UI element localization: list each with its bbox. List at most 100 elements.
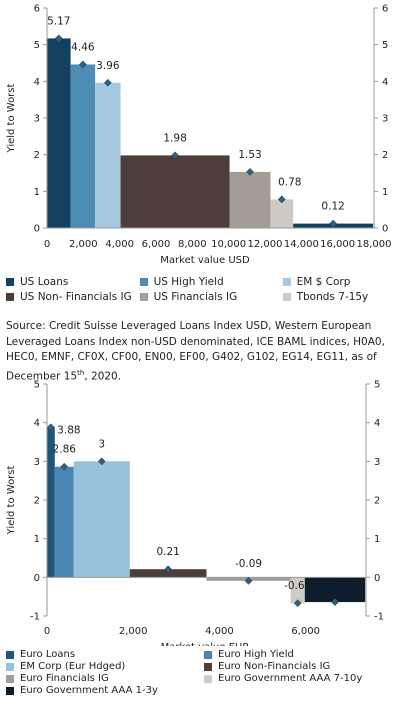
- y-tick-label-right: 5: [382, 40, 388, 51]
- legend-item: US Loans: [6, 276, 134, 288]
- legend-label: US Financials IG: [153, 291, 238, 303]
- legend-item: EM Corp (Eur Hdged): [6, 661, 198, 672]
- bar-4: [129, 569, 207, 578]
- source-note-tail: , 2020.: [84, 370, 122, 382]
- legend-item: US High Yield: [139, 276, 277, 288]
- y-tick-label-right: 0: [374, 573, 380, 584]
- x-axis-title: Market value EUR: [161, 642, 250, 646]
- legend-label: Euro Financials IG: [20, 673, 109, 684]
- x-tick-label: 4,000: [205, 626, 234, 637]
- source-note-text: Source: Credit Suisse Leveraged Loans In…: [6, 320, 385, 382]
- x-tick-label: 12,000: [248, 239, 283, 250]
- x-tick-label: 4,000: [105, 239, 134, 250]
- data-label-1: 5.17: [47, 15, 70, 27]
- bar-2: [54, 466, 74, 578]
- legend-swatch: [139, 278, 148, 286]
- data-label-2: 4.46: [71, 41, 95, 53]
- y-tick-label-left: 0: [34, 573, 40, 584]
- y-tick-label-left: 3: [34, 457, 40, 468]
- y-tick-label-right: 3: [374, 457, 380, 468]
- legend-swatch: [6, 293, 14, 301]
- bar-6: [290, 577, 305, 604]
- y-tick-label-left: 1: [34, 187, 40, 198]
- legend-swatch: [6, 278, 14, 286]
- legend-item: Euro Government AAA 1-3y: [6, 685, 198, 696]
- marker-2: [60, 462, 69, 471]
- legend-item: Euro High Yield: [204, 649, 396, 660]
- y-tick-label-left: 0: [34, 224, 40, 235]
- legend-item: Euro Loans: [6, 649, 198, 660]
- legend-swatch: [139, 293, 148, 301]
- y-tick-label-right: -1: [374, 612, 384, 623]
- y-tick-label-left: 4: [34, 418, 40, 429]
- y-tick-label-right: 5: [374, 380, 380, 391]
- legend-label: Euro High Yield: [218, 649, 294, 660]
- bar-3: [73, 461, 130, 578]
- legend-item: EM $ Corp: [282, 276, 396, 288]
- marker-6: [293, 599, 302, 608]
- marker-6: [277, 195, 286, 204]
- data-label-3: 3.96: [96, 60, 120, 72]
- legend-swatch: [282, 293, 291, 301]
- marker-7: [331, 598, 339, 607]
- x-axis-title: Market value USD: [160, 255, 250, 266]
- bar-4: [120, 155, 230, 228]
- legend-label: US High Yield: [153, 276, 224, 288]
- usd-yield-chart: 0 01 12 23 34 45 56 60 2,000 4,000 6,000 8,000 10,00…: [6, 4, 392, 267]
- y-tick-label-right: 2: [374, 496, 380, 507]
- marker-5: [246, 167, 254, 176]
- y-tick-label-left: 3: [34, 114, 40, 125]
- y-axis-title: Yield to Worst: [6, 83, 17, 153]
- data-label-5: -0.09: [235, 558, 262, 570]
- y-tick-label-left: 1: [34, 534, 40, 545]
- legend-item: Tbonds 7-15y: [282, 291, 396, 303]
- y-tick-label-right: 4: [374, 418, 380, 429]
- marker-4: [171, 151, 180, 160]
- data-label-6: -0.67: [284, 580, 311, 592]
- x-tick-label: 14,000: [284, 239, 319, 250]
- marker-2: [78, 60, 87, 69]
- source-note-sup: th: [77, 368, 85, 377]
- marker-1: [46, 423, 55, 432]
- data-label-6: 0.78: [278, 176, 301, 188]
- bar-2: [70, 64, 96, 228]
- bar-7: [304, 577, 366, 603]
- legend-item: US Non- Financials IG: [6, 291, 134, 303]
- marker-7: [329, 219, 338, 228]
- legend-label: Euro Government AAA 7-10y: [218, 673, 363, 684]
- marker-5: [244, 576, 253, 585]
- data-label-7: 0.12: [321, 201, 344, 213]
- y-tick-label-right: 2: [382, 150, 388, 161]
- legend-swatch: [6, 686, 14, 695]
- legend-label: Tbonds 7-15y: [296, 291, 369, 303]
- y-tick-label-right: 6: [382, 4, 388, 15]
- legend-item: US Financials IG: [139, 291, 277, 303]
- legend-swatch: [204, 674, 212, 683]
- usd-chart-legend: US Loans US High Yield EM $ Corp US Non- Fi…: [6, 276, 396, 303]
- legend-item: Euro Non-Financials IG: [204, 661, 396, 672]
- legend-label: US Loans: [20, 276, 69, 288]
- legend-label: Euro Government AAA 1-3y: [20, 685, 158, 696]
- x-tick-label: 6,000: [142, 239, 171, 250]
- marker-3: [103, 78, 112, 87]
- bar-1: [47, 38, 71, 228]
- legend-label: Euro Loans: [20, 649, 76, 660]
- y-tick-label-left: -1: [30, 612, 40, 623]
- y-tick-label-left: 4: [34, 77, 40, 88]
- bar-3: [95, 82, 121, 228]
- x-tick-label: 18,000: [357, 239, 392, 250]
- x-tick-label: 0: [44, 626, 50, 637]
- x-tick-label: 2,000: [69, 239, 98, 250]
- data-label-4: 0.21: [156, 546, 179, 558]
- legend-label: Euro Non-Financials IG: [218, 661, 331, 672]
- marker-3: [97, 457, 106, 466]
- x-tick-label: 0: [44, 239, 50, 250]
- x-tick-label: 16,000: [320, 239, 355, 250]
- data-label-2: 2.86: [53, 444, 77, 456]
- x-tick-label: 10,000: [211, 239, 246, 250]
- legend-swatch: [282, 278, 291, 286]
- legend-item: Euro Financials IG: [6, 673, 198, 684]
- marker-1: [54, 34, 63, 43]
- marker-4: [164, 565, 173, 574]
- y-tick-label-left: 5: [34, 40, 40, 51]
